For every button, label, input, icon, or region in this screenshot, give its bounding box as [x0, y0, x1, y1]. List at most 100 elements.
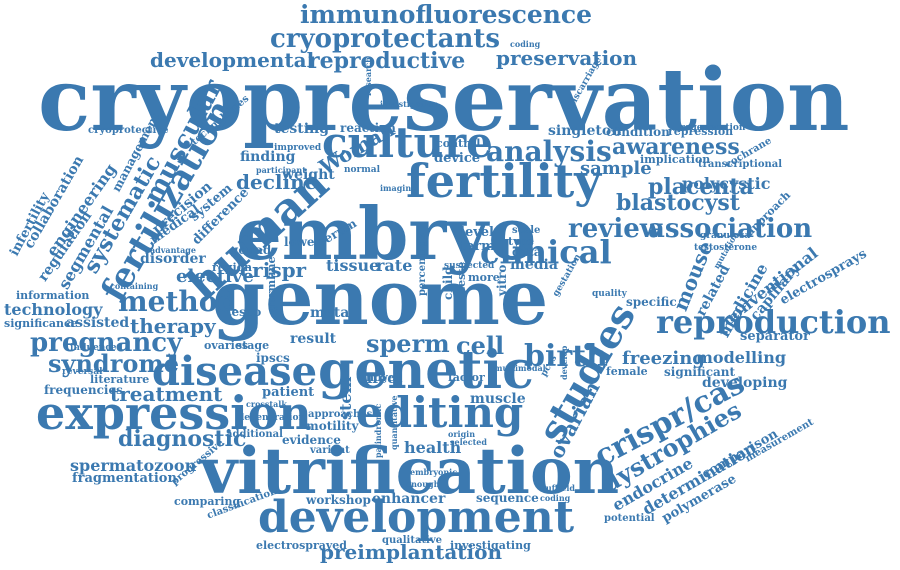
cloud-word: testosterone: [694, 243, 758, 253]
cloud-word: disorder: [140, 251, 206, 267]
cloud-word: media: [510, 257, 558, 273]
cloud-word: evidence: [282, 433, 341, 447]
cloud-word: origin: [448, 429, 476, 439]
cloud-word: stem: [336, 376, 355, 420]
cloud-word: develop: [559, 345, 569, 380]
cloud-word: more: [468, 271, 500, 284]
cloud-word: singleton: [548, 123, 622, 139]
cloud-word: quantitative: [389, 395, 399, 451]
cloud-word: elective: [176, 266, 254, 287]
cloud-word: genome: [212, 253, 549, 342]
cloud-word: selected: [450, 437, 487, 447]
cloud-word: gonad: [230, 243, 272, 257]
cloud-word: participant: [256, 165, 306, 175]
cloud-word: effect: [358, 371, 403, 387]
cloud-word: placenta: [648, 174, 754, 200]
cloud-word: reproductive: [308, 48, 466, 74]
cloud-word: cryoprotectants: [270, 24, 500, 54]
cloud-word: blastocyst: [616, 190, 740, 216]
cloud-word: influenced: [70, 343, 123, 353]
cloud-word: implication: [640, 153, 711, 166]
cloud-word: fertility: [406, 154, 601, 208]
cloud-word: transcriptional: [698, 159, 783, 170]
cloud-word: developmental: [150, 48, 315, 72]
cloud-word: finding: [240, 149, 296, 165]
cloud-word: lower: [284, 235, 321, 249]
cloud-word: granulosa: [700, 231, 751, 241]
cloud-word: separator: [740, 329, 810, 344]
cloud-word: expression: [36, 386, 312, 440]
cloud-word: term: [460, 239, 495, 254]
cloud-word: awareness: [612, 134, 740, 160]
cloud-word: imaging: [380, 183, 417, 193]
cloud-word: muscle: [470, 391, 526, 407]
cloud-word: additional: [226, 429, 283, 440]
cloud-word: syndrome: [48, 349, 180, 378]
cloud-word: rate: [376, 256, 413, 275]
cloud-word: scale: [512, 225, 541, 236]
cloud-word: workshop: [306, 493, 371, 507]
cloud-word: child: [441, 266, 455, 300]
cloud-word: comparing: [174, 495, 241, 508]
cloud-word: frequencies: [44, 383, 123, 397]
cloud-word: analysis: [486, 135, 612, 168]
cloud-word: embryonic: [410, 467, 458, 477]
cloud-word: variant: [310, 445, 350, 456]
cloud-word: cell: [456, 331, 505, 360]
cloud-word: normal: [344, 165, 381, 175]
cloud-word: fragmentation: [72, 471, 177, 486]
cloud-word: suspected: [444, 261, 495, 271]
cloud-word: motility: [306, 419, 359, 433]
cloud-word: testing: [274, 121, 330, 137]
cloud-word: technology: [4, 300, 103, 319]
cloud-word: developing: [702, 375, 788, 391]
cloud-word: investigating: [450, 539, 531, 552]
cloud-word: enough: [406, 479, 440, 489]
cloud-word: multimodal: [494, 363, 546, 373]
cloud-word: significant: [664, 365, 736, 379]
cloud-word: factor: [448, 371, 485, 384]
cloud-word: cryoprotective: [88, 125, 169, 136]
cloud-word: female: [606, 365, 648, 378]
cloud-word: reproduction: [656, 303, 891, 341]
cloud-word: device: [434, 151, 481, 166]
cloud-word: region: [212, 261, 252, 274]
cloud-word: ipscs: [256, 351, 290, 365]
cloud-word: assisted: [66, 315, 130, 331]
cloud-word: enhancer: [372, 491, 446, 507]
cloud-word: development: [258, 492, 575, 543]
cloud-word: sperm: [366, 329, 450, 358]
cloud-word: crosstalk: [246, 399, 287, 409]
cloud-word: research: [363, 57, 373, 96]
cloud-word: freezing: [622, 348, 705, 369]
cloud-word: method: [118, 285, 237, 318]
cloud-word: sequence: [476, 491, 539, 505]
cloud-word: spermatozoon: [70, 456, 197, 475]
cloud-word: data: [512, 245, 542, 259]
cloud-word: therapy: [130, 314, 216, 338]
cloud-word: advantage: [150, 245, 196, 255]
cloud-word: repression: [668, 125, 734, 138]
cloud-word: coding: [540, 493, 571, 503]
cloud-word: containing: [110, 281, 159, 291]
cloud-word: result: [290, 331, 337, 347]
cloud-word: coding: [510, 39, 541, 49]
cloud-word: patient: [262, 385, 315, 400]
cloud-word: sample: [580, 158, 652, 179]
cloud-word: information: [16, 289, 90, 302]
cloud-word: nuffield: [540, 483, 575, 493]
cloud-word: degeneration: [238, 413, 306, 423]
cloud-word: type: [508, 235, 535, 248]
cloud-word: health: [404, 438, 462, 457]
cloud-word: genetic: [318, 340, 534, 401]
cloud-word: culture: [322, 118, 493, 167]
cloud-word: potential: [604, 513, 655, 524]
cloud-word: weight: [282, 167, 335, 183]
cloud-word: review: [568, 214, 663, 244]
cloud-word: cryopreservation: [38, 50, 850, 151]
cloud-word: crispr: [240, 258, 307, 282]
cloud-word: editing: [356, 388, 524, 437]
cloud-word: reaction: [340, 121, 396, 135]
cloud-word: significance: [4, 317, 78, 330]
